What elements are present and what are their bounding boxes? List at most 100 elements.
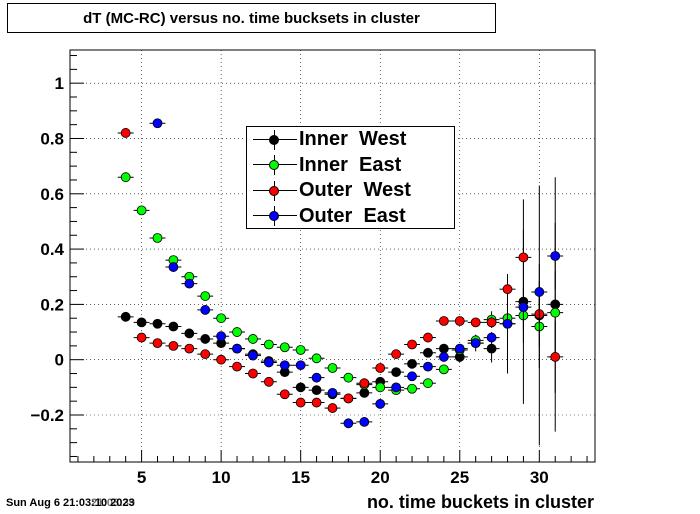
data-point bbox=[470, 317, 481, 328]
data-point bbox=[343, 393, 354, 404]
data-point bbox=[168, 262, 179, 272]
data-point bbox=[502, 318, 513, 329]
data-point bbox=[232, 361, 242, 372]
data-point bbox=[168, 340, 179, 351]
x-tick-label: 30 bbox=[530, 468, 549, 487]
data-point bbox=[454, 343, 465, 354]
data-point bbox=[152, 118, 163, 129]
series-outer-east bbox=[149, 118, 564, 429]
data-point bbox=[486, 343, 497, 354]
data-point bbox=[391, 367, 402, 378]
data-point bbox=[152, 338, 163, 349]
data-point bbox=[375, 399, 386, 409]
data-point bbox=[438, 316, 449, 326]
data-point bbox=[216, 331, 227, 342]
data-point bbox=[407, 339, 417, 350]
data-point bbox=[407, 358, 417, 369]
legend-label: Inner East bbox=[299, 153, 402, 176]
data-point bbox=[295, 382, 306, 393]
data-point bbox=[295, 397, 306, 408]
data-point bbox=[311, 372, 322, 383]
data-point bbox=[407, 371, 417, 382]
y-tick-label: 0.8 bbox=[40, 129, 64, 148]
data-point bbox=[184, 343, 195, 354]
legend-item-inner-west: Inner West bbox=[247, 127, 454, 153]
x-tick-label: 20 bbox=[371, 468, 390, 487]
data-point bbox=[391, 349, 402, 360]
legend-label: Outer West bbox=[299, 179, 411, 202]
data-point bbox=[391, 382, 402, 393]
data-point bbox=[120, 128, 131, 138]
data-point bbox=[311, 353, 322, 364]
data-point bbox=[343, 372, 354, 383]
data-point bbox=[248, 350, 258, 361]
legend-marker-outer-west bbox=[253, 180, 297, 201]
data-point bbox=[518, 302, 529, 313]
data-point bbox=[486, 332, 497, 343]
y-tick-label: 0.4 bbox=[40, 240, 64, 259]
data-point bbox=[375, 382, 386, 393]
data-point bbox=[438, 352, 449, 362]
data-point bbox=[184, 328, 195, 339]
data-point bbox=[423, 361, 433, 372]
data-point bbox=[263, 357, 274, 368]
timestamp-overlay: 21:03:39 bbox=[91, 497, 136, 509]
data-point bbox=[407, 383, 417, 394]
data-point bbox=[120, 311, 131, 322]
data-point bbox=[438, 343, 449, 354]
data-point bbox=[248, 334, 258, 344]
data-point bbox=[216, 354, 227, 365]
legend-item-outer-west: Outer West bbox=[247, 178, 454, 204]
data-point bbox=[375, 363, 386, 373]
data-point bbox=[120, 172, 131, 183]
data-point bbox=[311, 397, 322, 408]
y-tick-label: 0.2 bbox=[40, 295, 64, 314]
data-point bbox=[232, 327, 242, 337]
data-point bbox=[136, 205, 147, 216]
data-point bbox=[279, 360, 290, 371]
legend-marker-inner-east bbox=[253, 155, 297, 176]
data-point bbox=[279, 389, 290, 400]
data-point bbox=[423, 332, 433, 343]
data-point bbox=[550, 352, 561, 362]
legend-marker-inner-west bbox=[253, 129, 297, 150]
data-point bbox=[359, 387, 370, 398]
data-point bbox=[550, 251, 561, 261]
legend-item-outer-east: Outer East bbox=[247, 204, 454, 230]
data-point bbox=[200, 291, 211, 301]
x-tick-label: 10 bbox=[212, 468, 231, 487]
data-point bbox=[216, 313, 227, 324]
data-point bbox=[438, 364, 449, 375]
data-point bbox=[200, 305, 211, 315]
data-point bbox=[423, 347, 433, 358]
legend-label: Inner West bbox=[299, 128, 407, 151]
data-point bbox=[168, 321, 179, 332]
data-point bbox=[486, 317, 497, 328]
data-point bbox=[550, 307, 561, 318]
legend-marker-outer-east bbox=[253, 206, 297, 227]
data-point bbox=[327, 387, 338, 398]
y-tick-label: −0.2 bbox=[30, 406, 64, 425]
data-point bbox=[295, 360, 306, 371]
data-point bbox=[327, 403, 338, 413]
plot-frame bbox=[69, 49, 596, 463]
data-point bbox=[200, 349, 211, 360]
data-point bbox=[200, 334, 211, 344]
data-point bbox=[534, 287, 545, 297]
data-point bbox=[359, 378, 370, 389]
y-tick-label: 1 bbox=[55, 74, 64, 93]
legend: Inner West Inner East Outer West Outer E… bbox=[246, 126, 455, 229]
data-point bbox=[136, 317, 147, 328]
data-point bbox=[343, 418, 354, 429]
data-point bbox=[423, 378, 433, 389]
data-point bbox=[311, 385, 322, 396]
data-point bbox=[359, 417, 370, 427]
data-point bbox=[502, 284, 513, 295]
data-point bbox=[454, 316, 465, 326]
series-outer-west bbox=[117, 128, 564, 413]
data-point bbox=[518, 252, 529, 263]
data-point bbox=[136, 332, 147, 343]
y-tick-label: 0 bbox=[55, 351, 64, 370]
